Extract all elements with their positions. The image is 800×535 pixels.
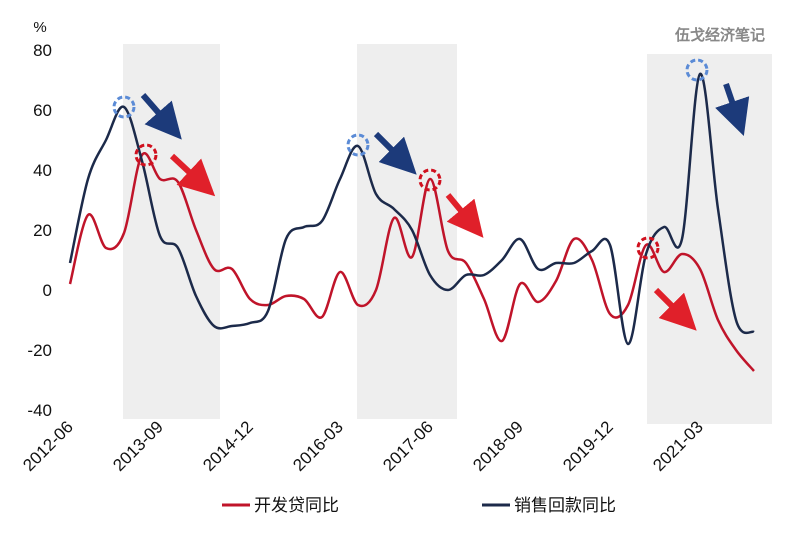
shaded-period [357,44,457,419]
y-tick-label: -20 [27,341,52,360]
x-tick-label: 2012-06 [19,417,77,475]
y-tick-label: 0 [43,281,52,300]
legend: 开发贷同比 销售回款同比 [222,496,616,515]
legend-label: 销售回款同比 [514,496,616,515]
x-tick-label: 2013-09 [109,417,167,475]
x-tick-label: 2021-03 [649,417,707,475]
x-tick-label: 2014-12 [199,417,257,475]
annotations [112,58,750,331]
shaded-period [123,44,220,419]
trend-arrow [169,153,216,197]
y-tick-label: 20 [33,221,52,240]
unit-label: % [33,19,46,36]
y-tick-label: 60 [33,101,52,120]
shaded-period [647,54,772,424]
y-tick-label: 40 [33,161,52,180]
peak-circle [418,168,442,192]
trend-arrow [445,193,484,238]
shaded-periods [123,44,772,424]
peak-circle [636,236,660,260]
peak-circle [685,58,709,82]
x-tick-label: 2019-12 [559,417,617,475]
trend-arrow [715,83,750,137]
series-line [68,72,755,346]
y-tick-label: -40 [27,401,52,420]
peak-circle [346,133,370,157]
x-tick-label: 2018-09 [469,417,527,475]
trend-arrow [140,93,182,140]
x-tick-label: 2017-06 [379,417,437,475]
peak-circle [112,95,136,119]
peak-circle [134,143,158,167]
x-tick-label: 2016-03 [289,417,347,475]
legend-label: 开发贷同比 [254,496,339,515]
trend-arrow [653,287,697,331]
watermark: 伍戈经济笔记 [674,26,765,44]
trend-arrow [373,131,417,175]
y-tick-label: 80 [33,41,52,60]
